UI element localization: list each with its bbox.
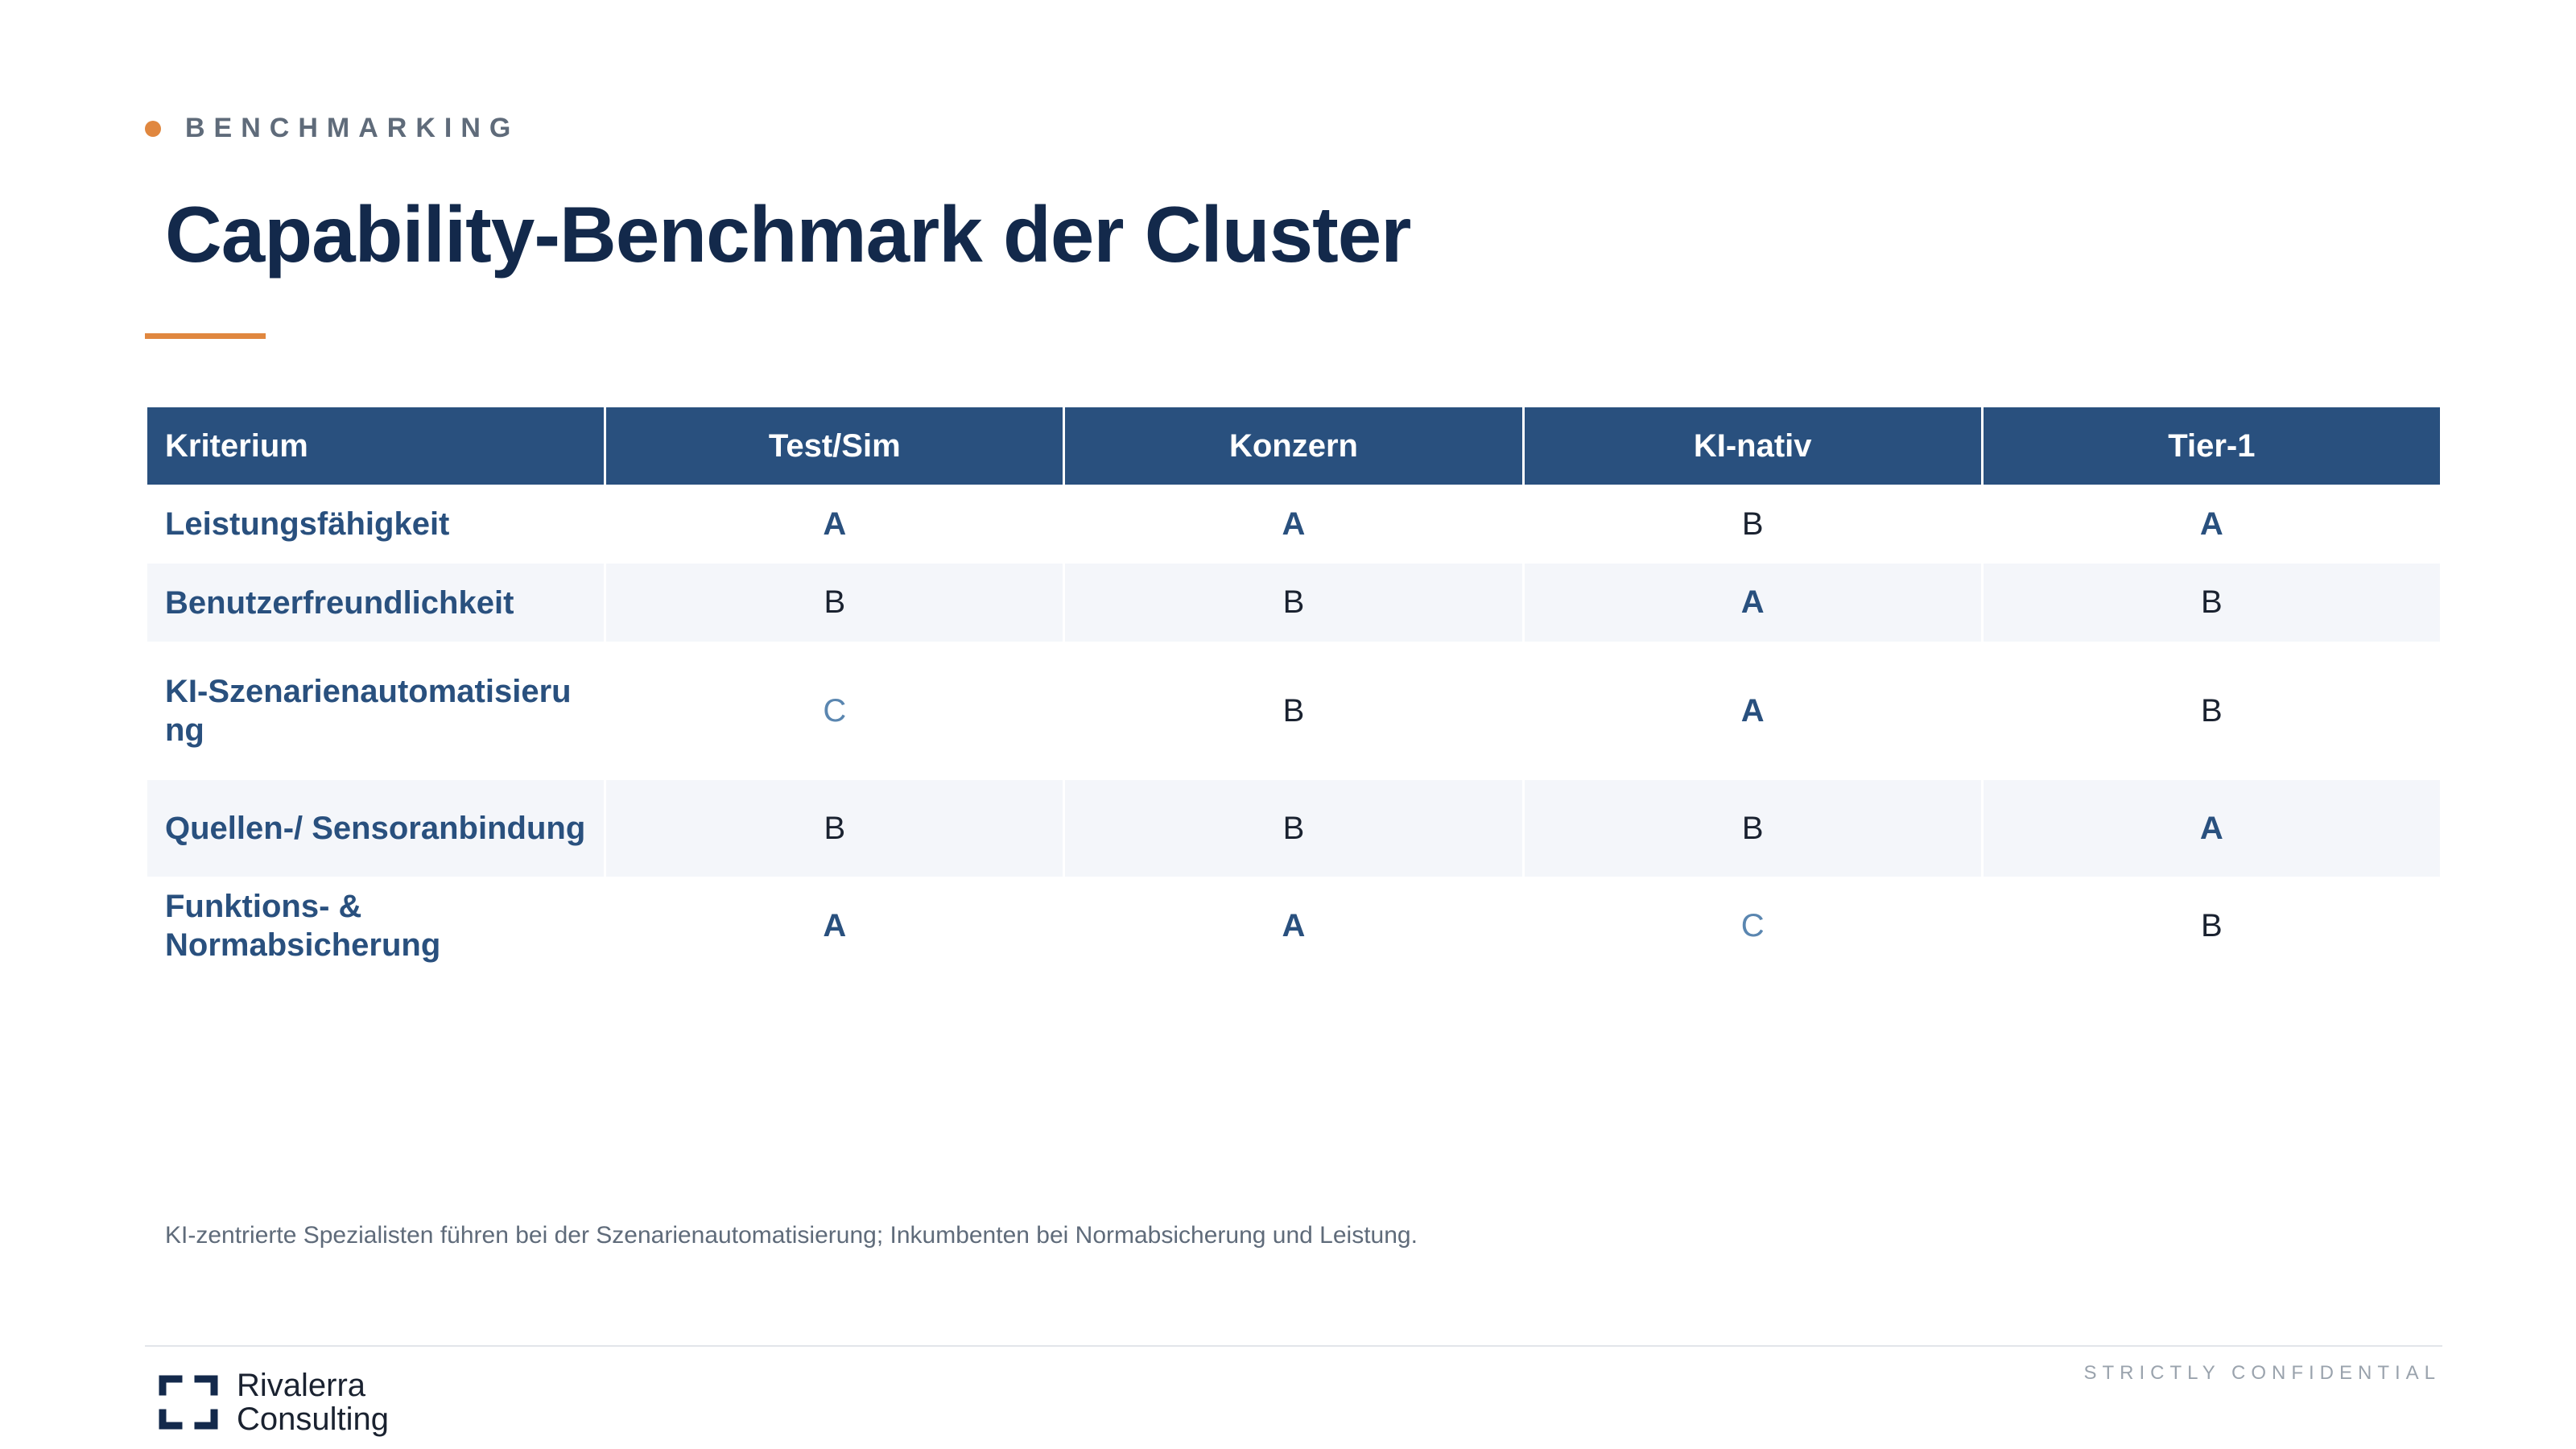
grade-cell: B <box>606 564 1063 642</box>
column-header: Test/Sim <box>606 407 1063 485</box>
grade-cell: B <box>2201 692 2223 729</box>
bullet-dot-icon <box>145 120 161 137</box>
column-header: KI-nativ <box>1524 407 1981 485</box>
grade-cell: A <box>2199 506 2223 542</box>
table-row: Quellen-/ Sensoranbindung B B B A <box>147 780 2440 877</box>
title-underline <box>145 333 266 339</box>
logo-wordmark: Rivalerra Consulting <box>237 1368 389 1436</box>
grade-cell: C <box>1740 907 1765 943</box>
grade-cell: A <box>1983 780 2440 877</box>
company-logo: Rivalerra Consulting <box>158 1368 389 1436</box>
criterion-cell: Funktions- & Normabsicherung <box>165 889 441 963</box>
grade-cell: B <box>1282 692 1305 729</box>
grade-cell: B <box>1983 564 2440 642</box>
grade-cell: B <box>1065 780 1522 877</box>
grade-cell: A <box>823 506 847 542</box>
criterion-cell: KI-Szenarienautomatisierung <box>165 674 572 748</box>
grade-cell: B <box>1065 564 1522 642</box>
grade-cell: A <box>1524 564 1981 642</box>
grade-cell: A <box>1282 907 1306 943</box>
column-header: Konzern <box>1065 407 1522 485</box>
table-header-row: Kriterium Test/Sim Konzern KI-nativ Tier… <box>147 407 2440 485</box>
criterion-cell: Benutzerfreundlichkeit <box>147 564 605 642</box>
footer-divider <box>145 1345 2442 1347</box>
criterion-cell: Quellen-/ Sensoranbindung <box>147 780 605 877</box>
grade-cell: A <box>1282 506 1306 542</box>
grade-cell: A <box>1740 692 1765 729</box>
logo-line-1: Rivalerra <box>237 1368 366 1403</box>
grade-cell: C <box>823 692 847 729</box>
grade-cell: B <box>1524 780 1981 877</box>
table-row: KI-Szenarienautomatisierung C B A B <box>147 642 2440 780</box>
section-label: BENCHMARKING <box>145 113 519 144</box>
grade-cell: B <box>606 780 1063 877</box>
benchmark-table: Kriterium Test/Sim Konzern KI-nativ Tier… <box>145 407 2442 975</box>
page-title: Capability-Benchmark der Cluster <box>165 190 1411 279</box>
footnote: KI-zentrierte Spezialisten führen bei de… <box>165 1222 1418 1249</box>
table-row: Benutzerfreundlichkeit B B A B <box>147 564 2440 642</box>
table-row: Funktions- & Normabsicherung A A C B <box>147 877 2440 975</box>
grade-cell: B <box>2201 907 2223 943</box>
grade-cell: B <box>1741 506 1764 542</box>
column-header: Tier-1 <box>1983 407 2440 485</box>
bracket-logo-icon <box>159 1375 218 1430</box>
confidentiality-notice: STRICTLY CONFIDENTIAL <box>2083 1362 2441 1384</box>
column-header: Kriterium <box>147 407 605 485</box>
table-row: Leistungsfähigkeit A A B A <box>147 485 2440 564</box>
section-label-text: BENCHMARKING <box>185 113 520 143</box>
criterion-cell: Leistungsfähigkeit <box>165 506 450 542</box>
grade-cell: A <box>823 907 847 943</box>
logo-line-2: Consulting <box>237 1402 390 1437</box>
